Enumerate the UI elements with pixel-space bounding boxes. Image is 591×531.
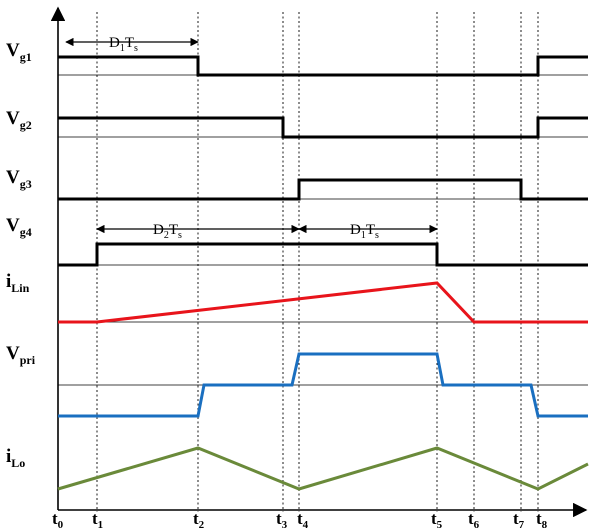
- vg4-trace: [58, 242, 588, 267]
- d1ts-mid-dimension: D1Ts: [298, 222, 438, 241]
- label-vpri: Vpri: [6, 343, 36, 367]
- label-vg4: Vg4: [6, 215, 32, 239]
- d2ts-dimension: D2Ts: [96, 222, 300, 241]
- time-label-t4: t4: [297, 509, 309, 531]
- d1ts-top-label: D1Ts: [109, 35, 138, 54]
- label-vg2: Vg2: [6, 108, 32, 132]
- d1ts-top-dimension: D1Ts: [65, 35, 199, 54]
- time-guides: [96, 12, 539, 512]
- time-label-t5: t5: [431, 509, 443, 531]
- time-label-t7: t7: [513, 509, 525, 531]
- vg3-trace: [58, 178, 588, 201]
- ilin-trace: [58, 281, 588, 324]
- time-label-t3: t3: [276, 509, 288, 531]
- time-label-t8: t8: [536, 509, 548, 531]
- label-vg3: Vg3: [6, 167, 32, 191]
- time-label-t6: t6: [468, 509, 480, 531]
- time-label-t1: t1: [92, 509, 103, 531]
- label-vg1: Vg1: [6, 40, 32, 64]
- ilo-trace: [57, 446, 589, 491]
- d2ts-label: D2Ts: [153, 222, 182, 241]
- label-ilin: iLin: [6, 271, 30, 295]
- vg1-trace: [58, 55, 588, 77]
- time-label-t0: t0: [52, 509, 64, 531]
- vg2-trace: [58, 116, 588, 139]
- vpri-trace: [58, 352, 588, 418]
- label-ilo: iLo: [6, 446, 25, 470]
- time-label-t2: t2: [193, 509, 205, 531]
- d1ts-mid-label: D1Ts: [350, 222, 379, 241]
